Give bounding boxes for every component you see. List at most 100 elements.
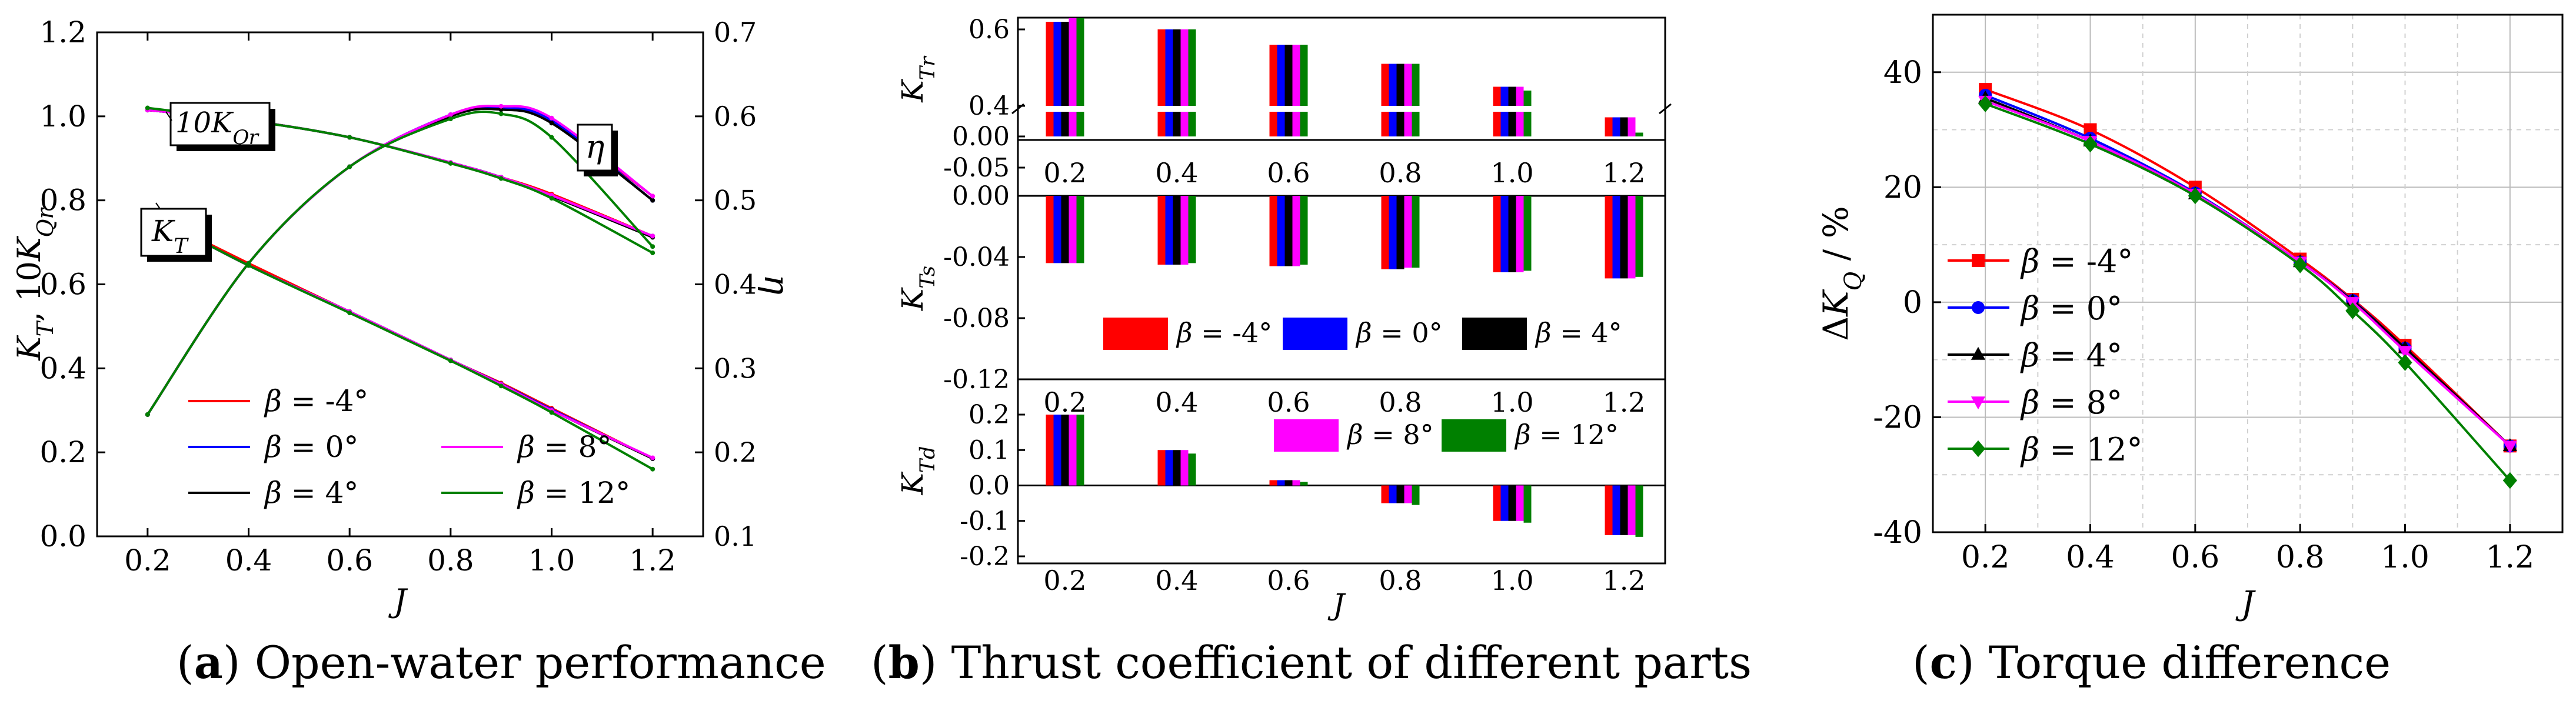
y-left-tick-label: 1.0 — [39, 99, 86, 133]
legend-label-4: β = 12° — [2020, 431, 2143, 468]
kts-bar — [1053, 196, 1061, 263]
series-4-KQ10-point — [498, 176, 504, 181]
ktd-bar — [1493, 485, 1501, 521]
series-4-marker — [2398, 354, 2412, 371]
x-tick-label: 0.6 — [2171, 540, 2219, 575]
kts-tick-label: -0.04 — [943, 242, 1010, 272]
bar-legend-swatch-2 — [1462, 318, 1527, 350]
kts-bar — [1389, 196, 1397, 269]
ktr-category-label: 1.0 — [1490, 157, 1533, 189]
series-4-KT-point — [448, 358, 453, 363]
series-3-KQ10-point — [650, 233, 655, 239]
ktr-tick-extra: -0.05 — [943, 153, 1010, 183]
series-4-marker — [2188, 187, 2202, 205]
legend-label-0: β = -4° — [264, 384, 368, 418]
series-4-eta-line — [147, 110, 654, 416]
ktd-bar — [1620, 485, 1628, 535]
x-axis-label: J — [388, 582, 408, 619]
ktd-tick-label: 0.2 — [969, 400, 1010, 430]
kts-bar — [1165, 196, 1173, 265]
kts-bar — [1157, 196, 1166, 265]
series-2-eta-point — [549, 121, 554, 126]
ktd-category-label: 0.4 — [1155, 565, 1198, 596]
ktr-tick-label: 0.00 — [952, 122, 1010, 152]
ktr-bar — [1053, 22, 1061, 136]
series-2-eta-line — [147, 107, 654, 416]
kts-bar — [1069, 196, 1077, 263]
ktd-bar — [1605, 485, 1613, 535]
legend-label-2: β = 4° — [2020, 337, 2122, 374]
ktd-bar — [1292, 480, 1300, 486]
kts-bar — [1173, 196, 1181, 265]
ktr-bar — [1404, 64, 1412, 136]
series-4-KT-point — [650, 466, 655, 472]
panel-c-torque-difference-chart: 0.2 0.4 0.6 0.8 1.0 1.2 -40 -20 0 20 40 J ΔKQ / % β =… — [1816, 14, 2564, 623]
ktd-bar — [1157, 450, 1166, 486]
caption-a-text: Open-water performance — [254, 636, 826, 689]
ktd-bar — [1412, 485, 1420, 505]
ktr-bar — [1277, 45, 1285, 136]
caption-c-text: Torque difference — [1988, 636, 2391, 689]
caption-a-label: a — [194, 636, 223, 689]
legend-marker-0 — [1972, 254, 1985, 267]
bar-legend-swatch-3 — [1274, 419, 1339, 452]
ktd-tick-label: 0.1 — [969, 435, 1010, 465]
y-right-tick-label: 0.7 — [714, 16, 757, 48]
ktd-bar — [1046, 415, 1054, 486]
ktd-bar — [1269, 480, 1277, 486]
caption-c: (c) Torque difference — [1912, 636, 2391, 689]
ktr-bar — [1069, 18, 1077, 136]
ktd-bar — [1277, 480, 1285, 486]
series-4-eta-point — [145, 412, 150, 417]
legend-label-1: β = 0° — [264, 430, 358, 464]
kts-bar — [1412, 196, 1420, 268]
x-tick-label: 1.2 — [2485, 540, 2534, 575]
ktr-bar — [1412, 64, 1420, 136]
ktr-bar — [1605, 117, 1613, 136]
ktr-tick-label: 0.4 — [969, 91, 1010, 121]
ktr-bar — [1389, 64, 1397, 136]
ktr-category-label: 0.6 — [1267, 157, 1310, 189]
y-right-tick-label: 0.3 — [714, 352, 757, 384]
kts-bar — [1523, 196, 1532, 271]
ktd-category-label: 1.2 — [1602, 565, 1645, 596]
annotation-kt-box — [140, 208, 207, 257]
kts-bar — [1612, 196, 1620, 279]
y-right-tick-label: 0.6 — [714, 101, 757, 132]
series-4-KQ10-point — [549, 196, 554, 201]
ktr-axis-label: KTr — [896, 55, 940, 103]
kts-axis-label: KTs — [896, 266, 940, 311]
kts-bar — [1500, 196, 1509, 272]
caption-a: (a) Open-water performance — [177, 636, 826, 689]
y-right-tick-label: 0.5 — [714, 185, 757, 216]
legend-marker-3 — [1971, 396, 1986, 410]
kts-bar — [1277, 196, 1285, 266]
ktr-bar — [1180, 29, 1189, 136]
legend-marker-1 — [1972, 301, 1985, 314]
ktr-bar — [1612, 117, 1620, 136]
y-tick-label: -20 — [1873, 400, 1922, 435]
bar-legend-swatch-0 — [1103, 318, 1168, 350]
ktr-bar — [1635, 132, 1643, 136]
series-4-eta-point — [650, 244, 655, 249]
series-1-eta-line — [147, 106, 654, 416]
y-left-tick-label: 1.2 — [39, 15, 86, 49]
series-4-KT-point — [549, 410, 554, 415]
legend-label-2: β = 4° — [264, 476, 358, 510]
ktd-category-label: 0.6 — [1267, 565, 1310, 596]
kts-bar — [1516, 196, 1524, 272]
kts-bar — [1620, 196, 1628, 279]
kts-bar — [1284, 196, 1293, 266]
kts-bar — [1300, 196, 1308, 265]
plot-frame — [1932, 14, 2564, 533]
kts-bar — [1076, 196, 1084, 263]
caption-b-label: b — [888, 636, 920, 689]
kts-tick-label: -0.12 — [943, 365, 1010, 395]
series-2-eta-point — [498, 107, 504, 112]
series-3-KT-point — [650, 455, 655, 460]
ktr-bar — [1396, 64, 1405, 136]
ktd-tick-label: -0.1 — [960, 506, 1010, 536]
y-tick-label: -40 — [1873, 515, 1922, 550]
ktr-category-label: 0.2 — [1043, 157, 1086, 189]
